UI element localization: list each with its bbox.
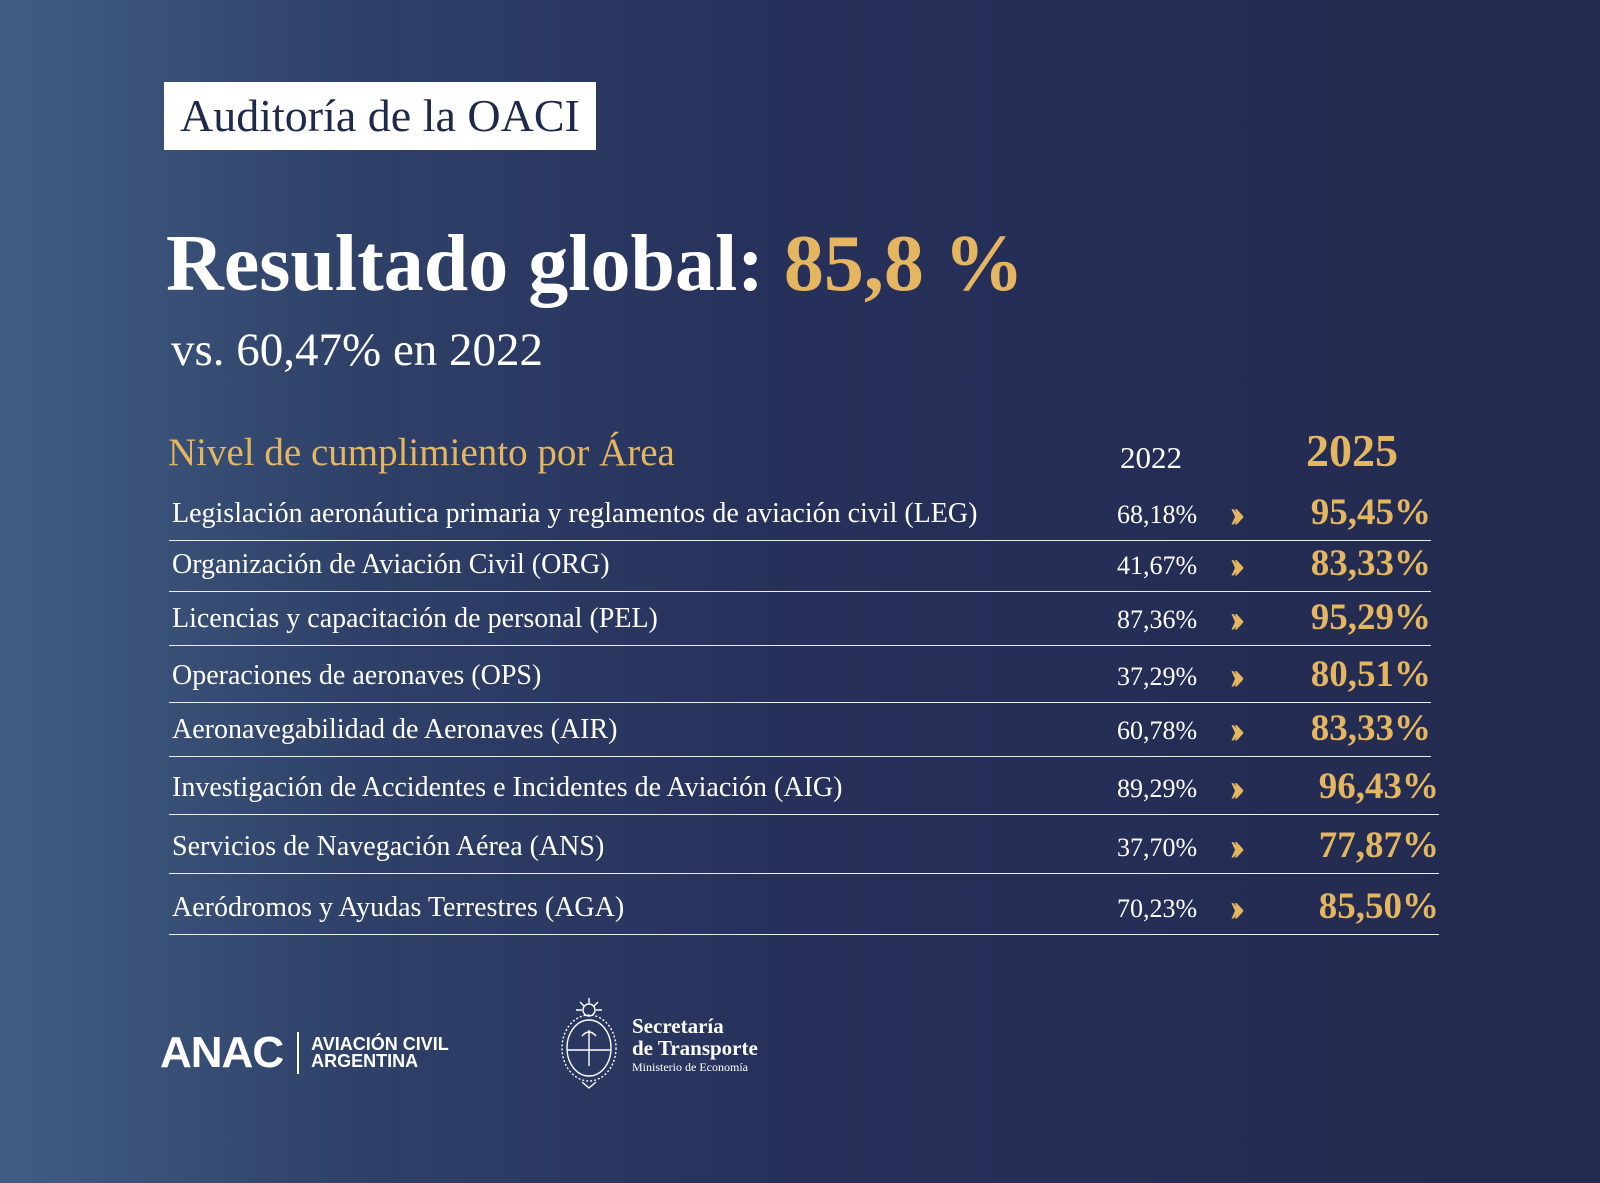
table-row: Aeródromos y Ayudas Terrestres (AGA) 70,… [169,873,1439,935]
secretaria-logo: Secretaría de Transporte Ministerio de E… [558,996,758,1094]
logo-divider [297,1032,300,1074]
table-row: Organización de Aviación Civil (ORG) 41,… [169,540,1431,592]
table-row: Servicios de Navegación Aérea (ANS) 37,7… [169,814,1439,874]
double-chevron-right-icon: ›› [1229,541,1245,586]
secretaria-line3: Ministerio de Economía [632,1060,748,1074]
value-2025: 80,51% [1310,654,1431,695]
double-chevron-right-icon: ›› [1229,884,1245,929]
area-name: Aeródromos y Ayudas Terrestres (AGA) [172,892,625,923]
value-2025: 83,33% [1310,708,1431,749]
double-chevron-right-icon: ›› [1229,595,1245,640]
area-name: Investigación de Accidentes e Incidentes… [172,772,843,803]
value-2025: 95,29% [1310,597,1431,638]
anac-line2: ARGENTINA [311,1051,419,1071]
table-row: Investigación de Accidentes e Incidentes… [169,756,1439,815]
value-2022: 37,29% [1117,662,1198,691]
value-2025: 96,43% [1318,766,1439,807]
headline-value: 85,8 % [783,220,1024,308]
title-badge: Auditoría de la OACI [164,82,596,150]
secretaria-line1: Secretaría [632,1014,724,1038]
coat-of-arms-icon [561,998,617,1089]
value-2022: 41,67% [1117,551,1198,580]
anac-acronym: ANAC [160,1028,284,1077]
table-header-2022: 2022 [1120,440,1182,475]
area-name: Legislación aeronáutica primaria y regla… [172,498,978,529]
table-row: Licencias y capacitación de personal (PE… [169,591,1431,646]
table-row: Legislación aeronáutica primaria y regla… [169,486,1431,541]
anac-logo: ANAC AVIACIÓN CIVIL ARGENTINA [160,1028,449,1078]
value-2025: 77,87% [1318,825,1439,866]
double-chevron-right-icon: ›› [1229,764,1245,809]
value-2025: 83,33% [1310,543,1431,584]
secretaria-line2: de Transporte [632,1036,758,1060]
table-row: Aeronavegabilidad de Aeronaves (AIR) 60,… [169,702,1431,757]
double-chevron-right-icon: ›› [1229,706,1245,751]
area-name: Aeronavegabilidad de Aeronaves (AIR) [172,714,618,745]
area-name: Servicios de Navegación Aérea (ANS) [172,831,605,862]
table-header-area: Nivel de cumplimiento por Área [168,431,675,474]
anac-name: AVIACIÓN CIVIL ARGENTINA [311,1034,449,1071]
double-chevron-right-icon: ›› [1229,490,1245,535]
value-2022: 60,78% [1117,716,1198,745]
table-row: Operaciones de aeronaves (OPS) 37,29% ››… [169,645,1431,703]
subtitle: vs. 60,47% en 2022 [171,324,544,376]
headline: Resultado global: 85,8 % [166,214,1024,314]
area-name: Organización de Aviación Civil (ORG) [172,549,610,580]
value-2022: 70,23% [1117,894,1198,923]
value-2025: 85,50% [1318,886,1439,927]
headline-label: Resultado global: [166,220,764,308]
value-2022: 89,29% [1117,774,1198,803]
double-chevron-right-icon: ›› [1229,823,1245,868]
value-2022: 87,36% [1117,605,1198,634]
anac-line1: AVIACIÓN CIVIL [311,1034,449,1054]
table-header-2025: 2025 [1306,425,1398,476]
value-2022: 37,70% [1117,833,1198,862]
area-name: Licencias y capacitación de personal (PE… [172,603,658,634]
area-name: Operaciones de aeronaves (OPS) [172,660,542,691]
value-2022: 68,18% [1117,500,1198,529]
double-chevron-right-icon: ›› [1229,652,1245,697]
value-2025: 95,45% [1310,492,1431,533]
